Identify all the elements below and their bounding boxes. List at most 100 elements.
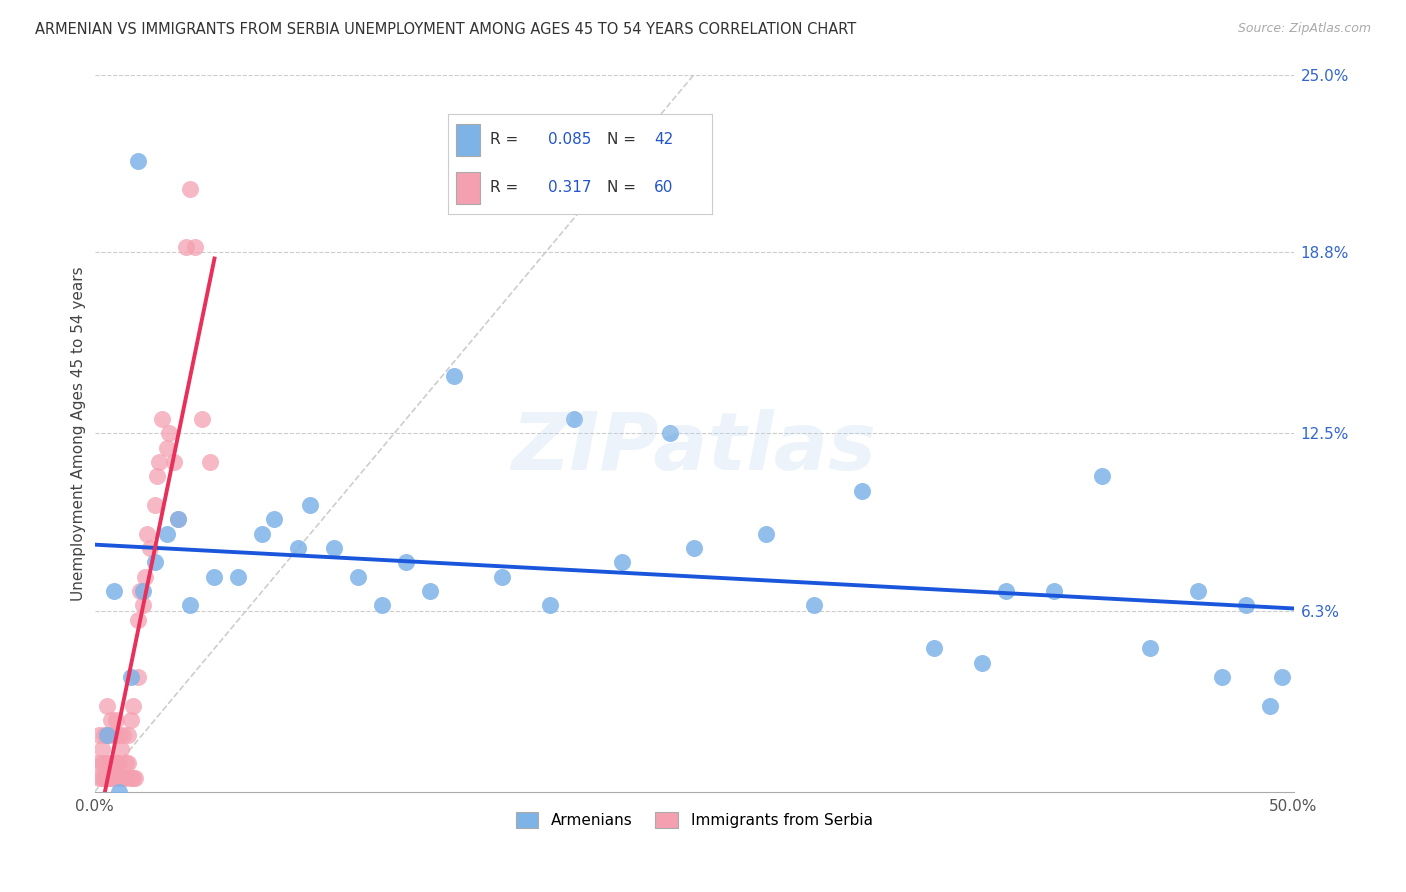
Point xyxy=(120,713,142,727)
Point xyxy=(143,555,166,569)
Point xyxy=(148,455,170,469)
Point xyxy=(443,368,465,383)
Point xyxy=(1258,698,1281,713)
Point xyxy=(252,526,274,541)
Point xyxy=(107,771,129,785)
Point xyxy=(659,426,682,441)
Point xyxy=(105,771,128,785)
Point xyxy=(97,771,120,785)
Point xyxy=(97,728,120,742)
Point xyxy=(1091,469,1114,483)
Text: ZIPatlas: ZIPatlas xyxy=(512,409,876,487)
Point xyxy=(129,584,152,599)
Point xyxy=(157,426,180,441)
Point xyxy=(371,599,394,613)
Point xyxy=(90,771,112,785)
Point xyxy=(1139,641,1161,656)
Point xyxy=(1270,670,1292,684)
Point xyxy=(851,483,873,498)
Text: ARMENIAN VS IMMIGRANTS FROM SERBIA UNEMPLOYMENT AMONG AGES 45 TO 54 YEARS CORREL: ARMENIAN VS IMMIGRANTS FROM SERBIA UNEMP… xyxy=(35,22,856,37)
Point xyxy=(107,728,129,742)
Point xyxy=(174,240,197,254)
Point xyxy=(127,153,149,168)
Point xyxy=(114,771,136,785)
Point xyxy=(96,728,118,742)
Point xyxy=(93,771,115,785)
Point xyxy=(89,728,111,742)
Point xyxy=(90,742,112,756)
Point xyxy=(1234,599,1257,613)
Point xyxy=(562,412,585,426)
Point xyxy=(263,512,285,526)
Point xyxy=(299,498,322,512)
Point xyxy=(136,526,159,541)
Point xyxy=(105,756,128,771)
Point xyxy=(970,656,993,670)
Text: Source: ZipAtlas.com: Source: ZipAtlas.com xyxy=(1237,22,1371,36)
Point xyxy=(117,728,139,742)
Point xyxy=(1211,670,1233,684)
Point xyxy=(167,512,190,526)
Point xyxy=(155,526,177,541)
Point xyxy=(994,584,1017,599)
Point xyxy=(107,756,129,771)
Point xyxy=(96,771,118,785)
Point xyxy=(122,771,145,785)
Point xyxy=(110,771,132,785)
Point xyxy=(97,756,120,771)
Point xyxy=(110,742,132,756)
Point xyxy=(131,599,153,613)
Point xyxy=(323,541,346,555)
Point xyxy=(103,728,125,742)
Point xyxy=(93,756,115,771)
Point xyxy=(120,670,142,684)
Point xyxy=(96,698,118,713)
Point xyxy=(96,728,118,742)
Point xyxy=(150,412,173,426)
Point xyxy=(107,785,129,799)
Point xyxy=(134,570,156,584)
Point xyxy=(155,441,177,455)
Point xyxy=(100,713,122,727)
Point xyxy=(1187,584,1209,599)
Point xyxy=(112,728,135,742)
Point xyxy=(127,613,149,627)
Point xyxy=(491,570,513,584)
Point xyxy=(90,756,112,771)
Point xyxy=(179,599,201,613)
Point xyxy=(100,756,122,771)
Legend: Armenians, Immigrants from Serbia: Armenians, Immigrants from Serbia xyxy=(509,806,879,835)
Point xyxy=(120,771,142,785)
Point xyxy=(122,698,145,713)
Point xyxy=(112,771,135,785)
Point xyxy=(103,584,125,599)
Point xyxy=(179,182,201,196)
Point xyxy=(610,555,633,569)
Point xyxy=(114,756,136,771)
Point xyxy=(146,469,169,483)
Point xyxy=(89,771,111,785)
Y-axis label: Unemployment Among Ages 45 to 54 years: Unemployment Among Ages 45 to 54 years xyxy=(72,266,86,600)
Point xyxy=(103,756,125,771)
Point xyxy=(184,240,207,254)
Point xyxy=(86,756,108,771)
Point xyxy=(143,498,166,512)
Point xyxy=(228,570,250,584)
Point xyxy=(198,455,221,469)
Point xyxy=(191,412,214,426)
Point xyxy=(100,771,122,785)
Point xyxy=(167,512,190,526)
Point xyxy=(124,771,146,785)
Point xyxy=(1042,584,1064,599)
Point xyxy=(803,599,825,613)
Point xyxy=(347,570,370,584)
Point xyxy=(683,541,706,555)
Point xyxy=(538,599,561,613)
Point xyxy=(419,584,441,599)
Point xyxy=(127,670,149,684)
Point xyxy=(204,570,226,584)
Point xyxy=(287,541,309,555)
Point xyxy=(163,455,186,469)
Point xyxy=(131,584,153,599)
Point xyxy=(922,641,945,656)
